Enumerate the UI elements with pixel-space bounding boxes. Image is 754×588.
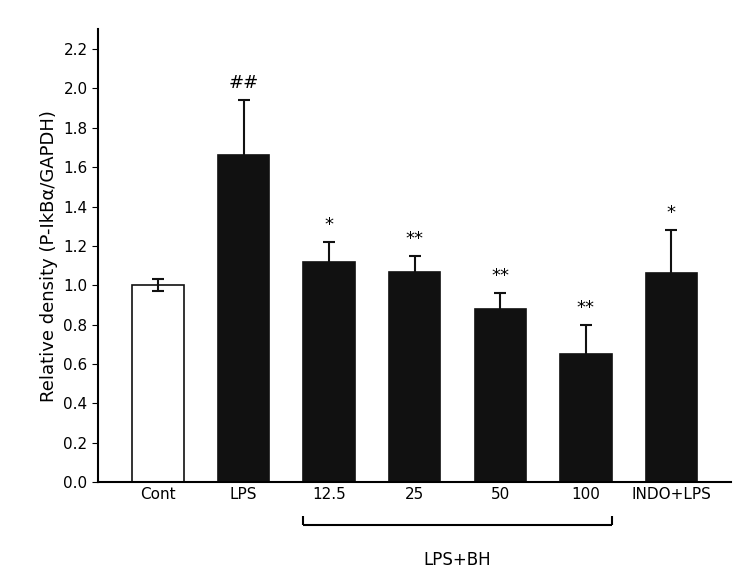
Text: LPS+BH: LPS+BH: [424, 551, 492, 569]
Bar: [389, 272, 440, 482]
Bar: [474, 309, 526, 482]
Y-axis label: Relative density (P-IkBα/GAPDH): Relative density (P-IkBα/GAPDH): [40, 110, 58, 402]
Text: **: **: [406, 230, 424, 248]
Bar: [218, 155, 269, 482]
Bar: [132, 285, 184, 482]
Bar: [303, 262, 355, 482]
Text: *: *: [325, 216, 333, 234]
Text: **: **: [577, 299, 595, 317]
Bar: [645, 273, 697, 482]
Text: ##: ##: [228, 75, 259, 92]
Bar: [560, 354, 611, 482]
Text: **: **: [492, 268, 509, 285]
Text: *: *: [667, 204, 676, 222]
